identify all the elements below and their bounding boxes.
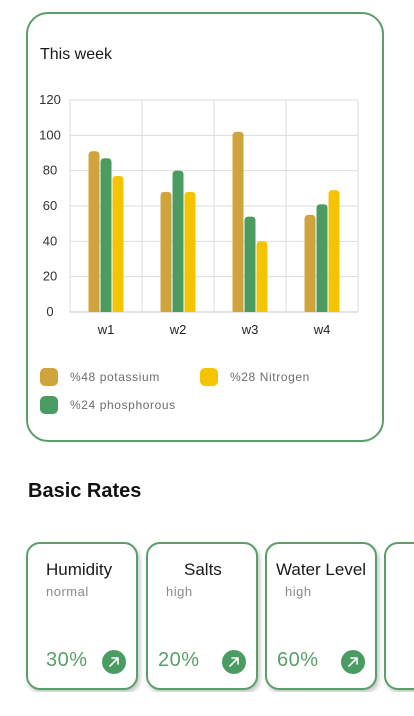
- arrow-up-right-icon[interactable]: [102, 650, 126, 674]
- rate-name: Humidity: [46, 560, 113, 579]
- y-tick-label: 80: [43, 163, 57, 178]
- legend-item-potassium: %48 potassium: [40, 368, 160, 386]
- bar-w2-2: [184, 191, 196, 312]
- y-tick-label: 20: [43, 269, 57, 284]
- weekly-chart-card: This week 0 20 40 60 80 100 120 w1 w2 w3 w4 %48 po…: [26, 12, 384, 442]
- arrow-up-right-icon[interactable]: [222, 650, 246, 674]
- rate-name: Salts: [184, 560, 222, 579]
- rate-status: high: [166, 584, 193, 599]
- rate-value: 60%: [277, 649, 319, 671]
- x-tick-label: w1: [97, 322, 115, 337]
- bar-w4-1: [316, 204, 328, 312]
- legend-swatch-phosphorous: [40, 396, 58, 414]
- bar-w1-2: [112, 175, 124, 312]
- rate-status: normal: [46, 584, 89, 599]
- rate-card-salts[interactable]: Salts high 20%: [146, 542, 258, 690]
- y-tick-label: 60: [43, 198, 57, 213]
- rate-value: 30%: [46, 649, 88, 671]
- bar-w1-0: [88, 151, 100, 312]
- rate-value: 20%: [158, 649, 200, 671]
- bar-chart: 0 20 40 60 80 100 120 w1 w2 w3 w4: [39, 92, 359, 337]
- x-tick-label: w2: [169, 322, 187, 337]
- y-tick-label: 40: [43, 233, 57, 248]
- rates-carousel[interactable]: Humidity normal 30% Salts high 20% Water…: [0, 542, 414, 692]
- rate-card-next-partial[interactable]: [384, 542, 414, 690]
- legend-label-phosphorous: %24 phosphorous: [70, 398, 176, 412]
- rate-name: Water Level: [276, 560, 367, 579]
- bar-w3-2: [256, 241, 268, 312]
- legend-swatch-potassium: [40, 368, 58, 386]
- bar-w2-1: [172, 170, 184, 312]
- legend-item-phosphorous: %24 phosphorous: [40, 396, 176, 414]
- bar-w4-0: [304, 214, 316, 312]
- legend-label-potassium: %48 potassium: [70, 370, 160, 384]
- rate-card-water-level[interactable]: Water Level high 60%: [265, 542, 377, 690]
- bar-w1-1: [100, 158, 112, 312]
- chart-title: This week: [40, 46, 113, 63]
- legend-swatch-nitrogen: [200, 368, 218, 386]
- y-tick-label: 120: [39, 92, 61, 107]
- y-tick-label: 100: [39, 127, 61, 142]
- arrow-up-right-icon[interactable]: [341, 650, 365, 674]
- bar-w2-0: [160, 191, 172, 312]
- y-tick-label: 0: [46, 304, 53, 319]
- rate-status: high: [285, 584, 312, 599]
- x-tick-label: w4: [313, 322, 331, 337]
- bar-w3-0: [232, 131, 244, 312]
- legend-label-nitrogen: %28 Nitrogen: [230, 370, 310, 384]
- rate-card-humidity[interactable]: Humidity normal 30%: [26, 542, 138, 690]
- x-tick-label: w3: [241, 322, 259, 337]
- section-title-basic-rates: Basic Rates: [28, 480, 142, 502]
- legend-item-nitrogen: %28 Nitrogen: [200, 368, 310, 386]
- bar-w3-1: [244, 216, 256, 312]
- bar-w4-2: [328, 190, 340, 312]
